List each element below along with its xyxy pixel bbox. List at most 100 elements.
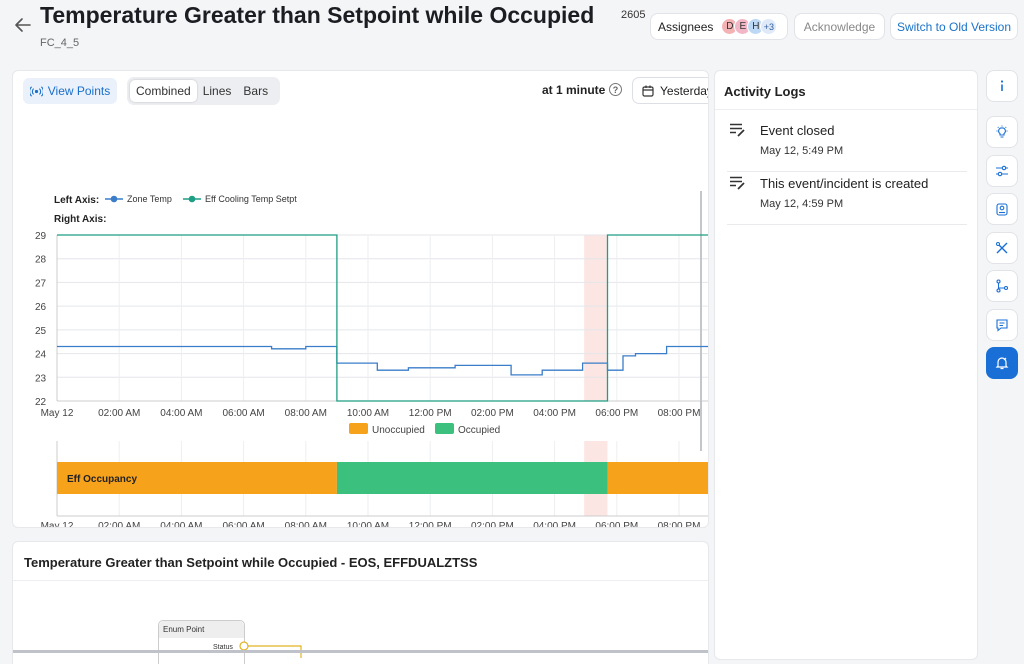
comment-icon [996, 319, 1008, 332]
y-tick-label: 26 [35, 302, 47, 313]
activity-logs-title: Activity Logs [724, 84, 806, 99]
event-id-fragment: 2605 [621, 9, 646, 21]
x-tick-label: May 12 [41, 408, 74, 419]
comments-button[interactable] [986, 309, 1018, 341]
chart-card: View Points Combined Lines Bars at 1 min… [12, 70, 709, 528]
log-time: May 12, 4:59 PM [760, 198, 844, 210]
assignees-control[interactable]: Assignees D E H +3 [650, 13, 788, 40]
occupancy-legend-swatch [435, 423, 454, 434]
zone-temp-line [57, 345, 708, 376]
workflow-button[interactable] [986, 270, 1018, 302]
log-item: This event/incident is created May 12, 4… [727, 172, 967, 225]
occupancy-segment [607, 462, 708, 494]
broadcast-icon [29, 85, 43, 97]
occupancy-legend-swatch [349, 423, 368, 434]
x-tick-label: 06:00 AM [222, 408, 264, 419]
info-icon [1000, 80, 1004, 91]
mode-bars[interactable]: Bars [243, 84, 269, 98]
logic-card: Temperature Greater than Setpoint while … [12, 541, 709, 664]
view-points-button[interactable]: View Points [23, 78, 117, 104]
page-title: Temperature Greater than Setpoint while … [40, 2, 595, 28]
branch-icon [996, 279, 1009, 293]
settings-sliders-button[interactable] [986, 155, 1018, 187]
x-tick-label: 04:00 PM [533, 408, 576, 419]
x-tick-label: 10:00 AM [347, 408, 389, 419]
insights-button[interactable] [986, 116, 1018, 148]
legend-marker [188, 195, 196, 203]
mode-lines[interactable]: Lines [202, 84, 232, 98]
x-tick-label: 10:00 AM [347, 521, 389, 528]
legend-marker [110, 195, 118, 203]
occupancy-legend-label: Unoccupied [372, 425, 425, 436]
divider [715, 109, 977, 110]
x-tick-label: 12:00 PM [409, 408, 452, 419]
x-tick-label: 08:00 AM [285, 408, 327, 419]
log-item: Event closed May 12, 5:49 PM [727, 119, 967, 172]
x-tick-label: May 12 [41, 521, 74, 528]
setpoint-line [57, 234, 708, 402]
y-tick-label: 24 [35, 350, 47, 361]
x-tick-label: 08:00 AM [285, 521, 327, 528]
acknowledge-button[interactable]: Acknowledge [794, 13, 885, 40]
occupancy-segment [57, 462, 337, 494]
x-tick-label: 08:00 PM [658, 408, 701, 419]
sliders-icon [996, 165, 1008, 177]
alerts-button[interactable] [986, 347, 1018, 379]
node-field: Status [213, 644, 233, 651]
right-axis-label: Right Axis: [54, 214, 106, 225]
highlight-band [584, 235, 608, 401]
activity-logs-panel: Activity Logs Event closed May 12, 5:49 … [714, 70, 978, 660]
date-label: Yesterday [660, 83, 709, 98]
logic-title: Temperature Greater than Setpoint while … [24, 555, 478, 570]
x-tick-label: 02:00 AM [98, 408, 140, 419]
page-subtitle: FC_4_5 [40, 37, 80, 49]
help-icon[interactable]: ? [609, 83, 622, 96]
y-tick-label: 29 [35, 231, 47, 242]
bell-icon [995, 357, 1009, 370]
enum-point-node[interactable]: Enum Point Status [158, 620, 245, 664]
node-connector [239, 641, 302, 658]
y-tick-label: 25 [35, 326, 47, 337]
occupancy-segment [336, 462, 608, 494]
node-title: Enum Point [159, 621, 244, 638]
date-range-picker[interactable]: Yesterday [632, 77, 709, 104]
switch-old-version-button[interactable]: Switch to Old Version [890, 13, 1018, 40]
log-text: Event closed [760, 123, 835, 138]
back-arrow-icon[interactable] [12, 14, 34, 36]
work-order-button[interactable] [986, 193, 1018, 225]
mode-combined[interactable]: Combined [130, 80, 197, 102]
clipboard-icon [996, 203, 1008, 216]
occupancy-series-label: Eff Occupancy [67, 474, 137, 485]
x-tick-label: 04:00 AM [160, 408, 202, 419]
log-time: May 12, 5:49 PM [760, 145, 844, 157]
trend-chart[interactable]: 22 23 24 25 26 27 28 29 May 12 May 12 02:00 AM 02:0… [13, 111, 709, 528]
horizontal-scrollbar[interactable] [13, 650, 708, 653]
log-text: This event/incident is created [760, 176, 929, 191]
x-tick-label: 08:00 PM [658, 521, 701, 528]
x-tick-label: 06:00 PM [595, 408, 638, 419]
tools-button[interactable] [986, 232, 1018, 264]
legend-series-name: Zone Temp [127, 194, 172, 204]
divider [13, 580, 708, 581]
avatar-more-count: +3 [760, 18, 778, 35]
lightbulb-icon [996, 125, 1008, 138]
x-tick-label: 06:00 AM [222, 521, 264, 528]
legend-series-name: Eff Cooling Temp Setpt [205, 194, 297, 204]
x-tick-label: 04:00 AM [160, 521, 202, 528]
x-tick-label: 12:00 PM [409, 521, 452, 528]
y-tick-label: 22 [35, 397, 47, 408]
x-tick-label: 06:00 PM [595, 521, 638, 528]
y-tick-label: 28 [35, 255, 47, 266]
x-tick-label: 02:00 PM [471, 408, 514, 419]
info-button[interactable] [986, 70, 1018, 102]
assignees-label: Assignees [658, 19, 714, 34]
left-axis-label: Left Axis: [54, 195, 99, 206]
tools-icon [996, 242, 1008, 254]
y-tick-label: 27 [35, 278, 47, 289]
x-tick-label: 04:00 PM [533, 521, 576, 528]
list-edit-icon [730, 176, 745, 190]
x-tick-label: 02:00 PM [471, 521, 514, 528]
interval-label: at 1 minute [542, 83, 606, 97]
list-edit-icon [730, 123, 745, 137]
view-points-label: View Points [47, 84, 111, 98]
